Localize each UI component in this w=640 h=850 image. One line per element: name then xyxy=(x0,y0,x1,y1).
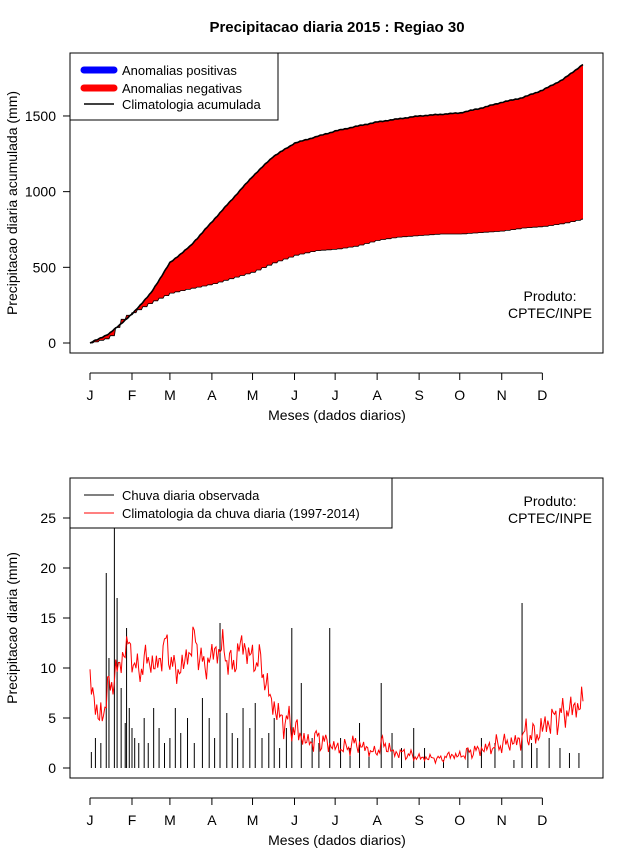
y-axis-label: Precipitacao diaria acumulada (mm) xyxy=(4,91,20,315)
x-tick-label: A xyxy=(207,387,217,403)
x-tick-label: F xyxy=(128,812,137,828)
x-tick-label: M xyxy=(247,387,259,403)
x-tick-label: M xyxy=(164,812,176,828)
x-tick-label: N xyxy=(497,387,507,403)
x-tick-label: F xyxy=(128,387,137,403)
x-tick-label: A xyxy=(372,812,382,828)
legend-label-climatology: Climatologia acumulada xyxy=(122,97,262,112)
x-tick-label: O xyxy=(454,812,465,828)
y-tick-label: 1000 xyxy=(25,184,56,200)
product-label: Produto: xyxy=(524,288,577,304)
y-tick-label: 0 xyxy=(48,760,56,776)
x-tick-label: J xyxy=(87,812,94,828)
x-axis-label: Meses (dados diarios) xyxy=(268,832,406,848)
y-tick-label: 5 xyxy=(48,710,56,726)
x-tick-label: J xyxy=(87,387,94,403)
product-name: CPTEC/INPE xyxy=(508,510,592,526)
x-tick-label: J xyxy=(291,387,298,403)
y-tick-label: 1500 xyxy=(25,108,56,124)
x-tick-label: A xyxy=(372,387,382,403)
x-tick-label: N xyxy=(497,812,507,828)
y-axis-label: Precipitacao diaria (mm) xyxy=(4,552,20,704)
x-tick-label: A xyxy=(207,812,217,828)
legend: Anomalias positivas Anomalias negativas … xyxy=(69,52,279,121)
product-name: CPTEC/INPE xyxy=(508,305,592,321)
legend-label-negative: Anomalias negativas xyxy=(122,81,242,96)
legend-label-observed: Chuva diaria observada xyxy=(122,488,260,503)
y-tick-label: 15 xyxy=(40,610,56,626)
observed-cumulative-line xyxy=(90,218,583,344)
x-tick-label: O xyxy=(454,387,465,403)
x-tick-label: J xyxy=(291,812,298,828)
negative-anomaly-area xyxy=(90,64,583,343)
product-label: Produto: xyxy=(524,493,577,509)
x-tick-label: M xyxy=(247,812,259,828)
cumulative-precipitation-chart: Precipitacao diaria 2015 : Regiao 30 0 50… xyxy=(4,19,604,423)
daily-precipitation-chart: 0 5 10 15 20 25 J F M A M J J A S O N D Meses (dados dia… xyxy=(4,477,604,848)
x-tick-label: S xyxy=(414,387,423,403)
x-tick-label: M xyxy=(164,387,176,403)
x-tick-label: D xyxy=(537,812,547,828)
x-tick-label: J xyxy=(332,387,339,403)
climatology-cumulative-line xyxy=(89,63,584,344)
y-axis: 0 5 10 15 20 25 xyxy=(40,510,71,776)
x-axis-label: Meses (dados diarios) xyxy=(268,407,406,423)
y-tick-label: 20 xyxy=(40,560,56,576)
legend-label-positive: Anomalias positivas xyxy=(122,63,237,78)
chart-title: Precipitacao diaria 2015 : Regiao 30 xyxy=(209,19,464,36)
y-tick-label: 0 xyxy=(48,335,56,351)
y-tick-label: 10 xyxy=(40,660,56,676)
y-tick-label: 500 xyxy=(33,259,57,275)
observed-rain-bars xyxy=(90,498,580,768)
legend-label-climatology: Climatologia da chuva diaria (1997-2014) xyxy=(122,506,360,521)
legend-box xyxy=(69,477,393,529)
y-tick-label: 25 xyxy=(40,510,56,526)
legend: Chuva diaria observada Climatologia da c… xyxy=(69,477,393,529)
x-tick-label: D xyxy=(537,387,547,403)
y-axis: 0 500 1000 1500 xyxy=(25,108,71,351)
x-tick-label: J xyxy=(332,812,339,828)
x-tick-label: S xyxy=(414,812,423,828)
climatology-daily-line xyxy=(89,626,584,765)
